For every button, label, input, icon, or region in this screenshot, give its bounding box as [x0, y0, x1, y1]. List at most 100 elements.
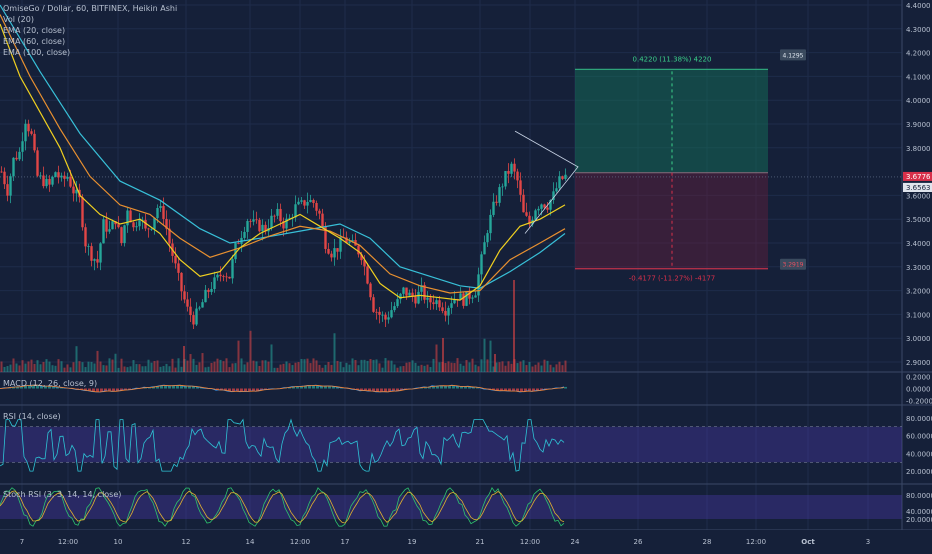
rsi-tick-label: 60.0000 [906, 433, 932, 441]
candle-body [177, 263, 179, 272]
candle-body [24, 124, 26, 142]
volume-bar [160, 367, 162, 372]
candle-body [201, 302, 203, 307]
volume-bar [304, 359, 306, 372]
volume-bar [265, 360, 267, 372]
volume-bar [94, 364, 96, 372]
candle-body [510, 164, 512, 174]
volume-bar [355, 360, 357, 372]
time-tick-label: 26 [634, 538, 643, 546]
macd-title: MACD (12, 26, close, 9) [3, 379, 97, 388]
candle-body [120, 227, 122, 243]
candle-body [12, 158, 14, 176]
volume-bar [406, 363, 408, 372]
volume-bar [511, 364, 513, 372]
candle-body [15, 158, 17, 159]
volume-bar [478, 366, 480, 372]
volume-spike [183, 346, 185, 372]
volume-bar [151, 363, 153, 372]
volume-bar [394, 364, 396, 372]
volume-bar [118, 368, 120, 372]
candle-body [186, 299, 188, 306]
candle-body [234, 243, 236, 259]
candle-body [210, 289, 212, 292]
price-tick-label: 3.5000 [906, 216, 931, 224]
volume-bar [289, 363, 291, 372]
volume-bar [154, 361, 156, 372]
volume-group [1, 280, 567, 372]
candle-body [213, 277, 215, 289]
candle-body [435, 300, 437, 304]
price-tick-label: 2.9000 [906, 359, 931, 367]
candle-body [57, 172, 59, 177]
volume-spike [494, 354, 496, 372]
volume-bar [325, 365, 327, 372]
time-tick-label: 21 [476, 538, 485, 546]
volume-bar [397, 368, 399, 372]
volume-bar [559, 362, 561, 372]
volume-bar [34, 364, 36, 372]
candle-body [387, 317, 389, 319]
candle-body [87, 246, 89, 247]
candle-body [375, 312, 377, 313]
volume-bar [286, 361, 288, 372]
candle-body [63, 176, 65, 179]
volume-bar [562, 365, 564, 372]
candle-body [279, 209, 281, 221]
candle-body [333, 248, 335, 257]
volume-bar [547, 361, 549, 372]
macd-tick-label: 0.2000 [906, 374, 931, 382]
volume-bar [127, 367, 129, 372]
volume-bar [298, 362, 300, 372]
volume-bar [235, 363, 237, 372]
candle-body [309, 200, 311, 202]
volume-bar [490, 341, 492, 372]
volume-bar [361, 360, 363, 372]
volume-bar [301, 359, 303, 372]
volume-bar [364, 360, 366, 372]
volume-bar [208, 367, 210, 372]
candle-body [381, 315, 383, 316]
candle-body [519, 180, 521, 194]
volume-bar [313, 358, 315, 372]
candle-body [543, 204, 545, 207]
candle-body [366, 266, 368, 283]
volume-bar [334, 333, 336, 372]
volume-bar [187, 361, 189, 372]
macd-hist-bar [448, 386, 451, 389]
candle-body [252, 219, 254, 221]
candle-body [105, 219, 107, 231]
volume-bar [370, 359, 372, 372]
candle-body [357, 246, 359, 255]
macd-hist-bar [436, 386, 439, 388]
volume-bar [358, 365, 360, 372]
macd-hist-bar [168, 386, 171, 389]
volume-bar [529, 362, 531, 372]
volume-bar [523, 360, 525, 372]
time-tick-label: 28 [703, 538, 712, 546]
volume-bar [250, 331, 252, 372]
volume-bar [10, 365, 12, 372]
candle-body [483, 242, 485, 254]
candle-body [372, 297, 374, 312]
volume-bar [517, 363, 519, 372]
candle-body [525, 212, 527, 216]
indicator-vol: Vol (20) [3, 14, 177, 25]
candle-body [27, 124, 29, 132]
volume-bar [64, 368, 66, 372]
time-tick-label: 12:00 [746, 538, 766, 546]
volume-bar [223, 361, 225, 372]
candle-body [384, 315, 386, 320]
volume-bar [211, 363, 213, 372]
volume-bar [199, 362, 201, 372]
volume-bar [400, 366, 402, 372]
volume-bar [451, 363, 453, 372]
candle-body [225, 276, 227, 277]
macd-hist-bar [236, 389, 239, 391]
volume-bar [556, 364, 558, 372]
candle-body [249, 221, 251, 222]
candle-body [348, 241, 350, 242]
volume-bar [277, 368, 279, 372]
macd-hist-bar [380, 389, 383, 392]
